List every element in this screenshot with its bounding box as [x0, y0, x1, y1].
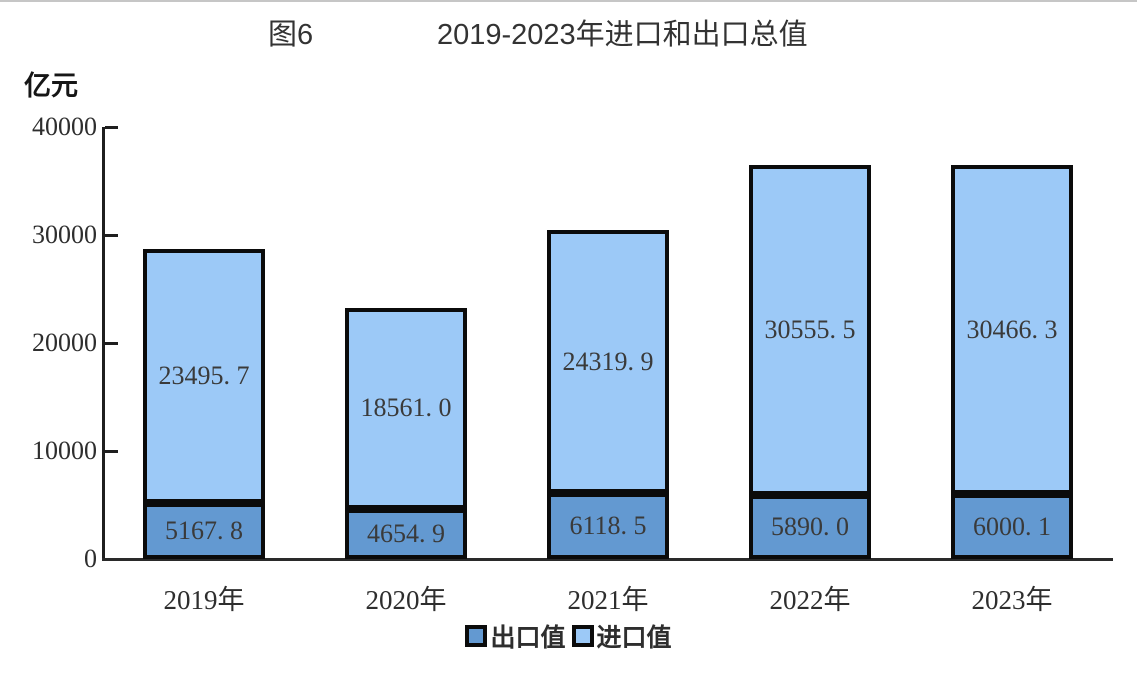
bar-segment-export: 5890. 0: [749, 495, 871, 559]
legend-swatch-icon: [465, 625, 488, 647]
y-tick-mark: [105, 342, 118, 345]
y-tick-label: 0: [84, 544, 97, 573]
y-tick-mark: [105, 126, 118, 129]
legend-item: 进口值: [571, 618, 672, 654]
x-axis-label: 2020年: [365, 585, 447, 615]
x-axis-label: 2019年: [163, 585, 245, 615]
chart-title: 2019-2023年进口和出口总值: [437, 19, 808, 51]
x-axis-label: 2022年: [769, 585, 851, 615]
bar-segment-export: 6118. 5: [547, 492, 669, 559]
top-divider: [0, 0, 1137, 2]
bar-segment-import: 18561. 0: [345, 308, 467, 509]
legend-label: 出口值: [490, 625, 566, 652]
legend-label: 进口值: [596, 625, 672, 652]
bar-value-label: 23495. 7: [158, 361, 250, 391]
y-axis-line: [102, 127, 105, 561]
y-tick-mark: [105, 234, 118, 237]
bar-value-label: 30555. 5: [764, 315, 856, 345]
y-tick-mark: [105, 450, 118, 453]
bar-value-label: 24319. 9: [562, 346, 654, 376]
y-tick-label: 10000: [32, 436, 97, 465]
y-tick-label: 40000: [32, 112, 97, 141]
legend-swatch-icon: [571, 625, 594, 647]
bar-segment-import: 30466. 3: [951, 165, 1073, 495]
bar-value-label: 18561. 0: [360, 393, 452, 423]
y-tick-label: 30000: [32, 220, 97, 249]
bar-segment-import: 30555. 5: [749, 165, 871, 496]
x-axis-line: [102, 558, 1113, 561]
bar-value-label: 5890. 0: [771, 512, 849, 542]
x-axis-label: 2023年: [971, 585, 1053, 615]
bar-segment-export: 5167. 8: [143, 503, 265, 559]
bar-segment-export: 4654. 9: [345, 508, 467, 559]
figure-label: 图6: [268, 19, 314, 51]
y-axis-unit-label: 亿元: [24, 71, 78, 101]
y-tick-label: 20000: [32, 328, 97, 357]
x-axis-label: 2021年: [567, 585, 649, 615]
bar-value-label: 6118. 5: [569, 510, 647, 540]
bar-segment-import: 24319. 9: [547, 230, 669, 493]
bar-segment-import: 23495. 7: [143, 249, 265, 504]
bar-value-label: 30466. 3: [966, 314, 1058, 344]
bar-value-label: 6000. 1: [973, 511, 1051, 541]
bar-segment-export: 6000. 1: [951, 494, 1073, 559]
legend-item: 出口值: [465, 618, 566, 654]
legend: 出口值 进口值: [0, 618, 1137, 654]
bar-value-label: 5167. 8: [165, 516, 243, 546]
bar-value-label: 4654. 9: [367, 518, 445, 548]
